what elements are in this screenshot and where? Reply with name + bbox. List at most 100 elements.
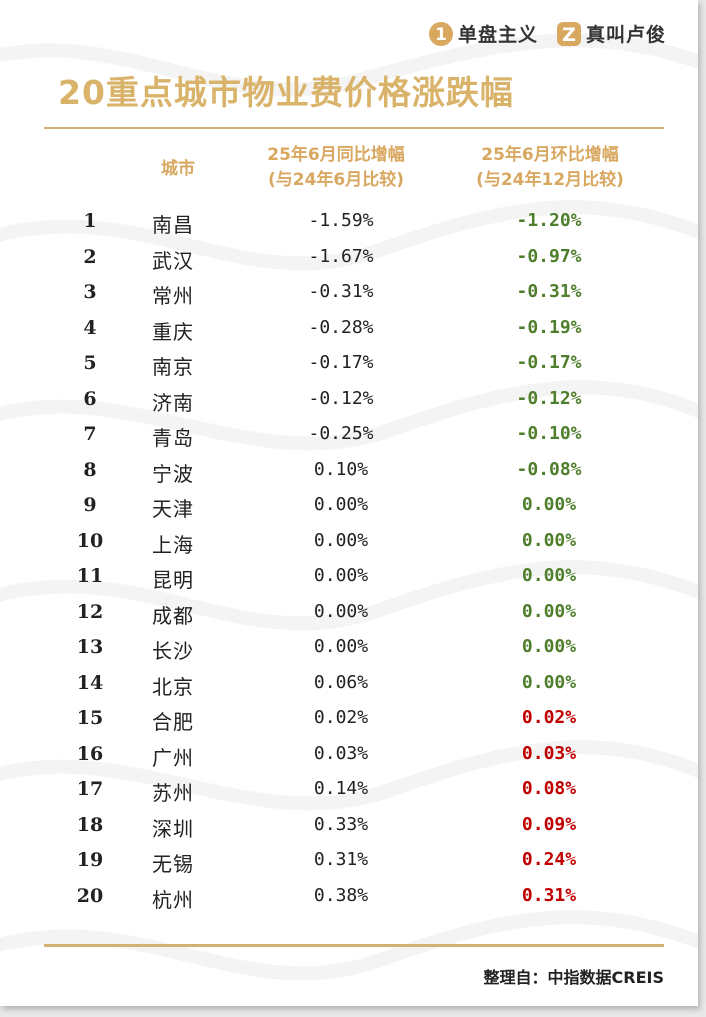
table-row: 5 南京 -0.17% -0.17%: [0, 346, 698, 382]
row-yoy: -0.28%: [308, 316, 374, 338]
svg-text:1: 1: [435, 25, 447, 45]
table-row: 2 武汉 -1.67% -0.97%: [0, 240, 698, 276]
wave-background: [0, 33, 698, 981]
row-mom: 0.00%: [521, 671, 577, 693]
row-yoy: 0.14%: [313, 778, 369, 799]
row-mom: -1.20%: [516, 210, 582, 231]
brand-z-icon: Z: [556, 21, 581, 46]
brand-bar: 1 单盘主义 Z 真叫卢俊: [428, 20, 666, 47]
row-rank: 2: [83, 245, 97, 268]
row-yoy: -1.67%: [308, 245, 374, 267]
table-row: 12 成都 0.00% 0.00%: [0, 595, 698, 631]
row-city: 北京: [152, 674, 194, 699]
bottom-divider: [44, 944, 664, 947]
row-rank: 4: [83, 316, 97, 339]
row-mom: -0.19%: [516, 316, 582, 338]
report-card: 1 单盘主义 Z 真叫卢俊 20重点城市物业费价格涨跌幅 城市 25年6月同比增…: [0, 0, 698, 1006]
row-city: 南京: [152, 355, 194, 379]
brand-zhenjiao: Z 真叫卢俊: [556, 20, 666, 47]
row-yoy: -0.12%: [308, 387, 374, 409]
row-city: 无锡: [152, 852, 194, 876]
brand-one-icon: 1: [428, 21, 453, 46]
row-mom: 0.24%: [521, 849, 577, 870]
row-rank: 6: [83, 387, 97, 410]
brand-danpan: 1 单盘主义: [428, 20, 538, 47]
row-rank: 11: [76, 565, 104, 587]
row-mom: -0.31%: [516, 281, 582, 302]
table-row: 3 常州 -0.31% -0.31%: [0, 275, 698, 311]
table-row: 8 宁波 0.10% -0.08%: [0, 453, 698, 489]
row-city: 常州: [152, 284, 194, 308]
row-city: 苏州: [152, 781, 194, 805]
row-city: 上海: [152, 532, 194, 557]
row-mom: 0.00%: [521, 565, 577, 586]
header-city: 城市: [161, 159, 195, 179]
row-mom: -0.12%: [516, 387, 582, 409]
row-rank: 13: [76, 636, 104, 658]
brand-zhenjiao-name: 真叫卢俊: [585, 24, 666, 46]
table-row: 9 天津 0.00% 0.00%: [0, 488, 698, 524]
row-rank: 19: [76, 849, 104, 871]
row-mom: 0.02%: [521, 707, 577, 728]
row-mom: -0.10%: [516, 423, 582, 444]
row-yoy: 0.00%: [313, 600, 369, 622]
row-mom: 0.00%: [521, 494, 577, 515]
row-yoy: -0.17%: [308, 352, 374, 373]
table-row: 10 上海 0.00% 0.00%: [0, 524, 698, 560]
row-yoy: 0.31%: [313, 849, 369, 870]
table-row: 14 北京 0.06% 0.00%: [0, 666, 698, 702]
table-row: 17 苏州 0.14% 0.08%: [0, 772, 698, 808]
row-yoy: 0.00%: [313, 494, 369, 515]
table-body: 1 南昌 -1.59% -1.20% 2 武汉 -1.67% -0.97% 3 常州 -0.31% -…: [0, 204, 698, 914]
row-rank: 20: [76, 884, 104, 907]
page-title: 20重点城市物业费价格涨跌幅: [58, 73, 514, 112]
row-mom: 0.00%: [521, 529, 577, 551]
row-city: 济南: [152, 390, 194, 415]
header-mom-line1: 25年6月环比增幅: [481, 145, 619, 165]
table-row: 19 无锡 0.31% 0.24%: [0, 843, 698, 879]
row-yoy: 0.06%: [313, 671, 369, 693]
header-yoy-line2: (与24年6月比较): [267, 170, 405, 190]
row-city: 昆明: [152, 568, 194, 592]
row-yoy: 0.03%: [313, 742, 369, 764]
top-divider: [44, 127, 664, 129]
row-yoy: -1.59%: [308, 210, 374, 231]
table-row: 20 杭州 0.38% 0.31%: [0, 879, 698, 915]
row-rank: 10: [76, 529, 104, 552]
table-row: 7 青岛 -0.25% -0.10%: [0, 417, 698, 453]
table-row: 15 合肥 0.02% 0.02%: [0, 701, 698, 737]
table-row: 1 南昌 -1.59% -1.20%: [0, 204, 698, 240]
row-rank: 18: [76, 813, 104, 836]
row-rank: 8: [83, 458, 97, 481]
row-rank: 3: [83, 281, 97, 303]
row-city: 杭州: [152, 887, 194, 912]
row-city: 深圳: [152, 816, 194, 841]
row-mom: 0.00%: [521, 600, 577, 622]
row-city: 成都: [152, 603, 194, 628]
table-row: 4 重庆 -0.28% -0.19%: [0, 311, 698, 347]
header-yoy: 25年6月同比增幅 (与24年6月比较): [226, 143, 446, 193]
row-yoy: 0.00%: [313, 529, 369, 551]
row-city: 长沙: [152, 639, 194, 663]
row-rank: 12: [76, 600, 104, 623]
brand-danpan-name: 单盘主义: [457, 24, 538, 46]
row-rank: 17: [76, 778, 104, 800]
table-row: 6 济南 -0.12% -0.12%: [0, 382, 698, 418]
row-rank: 9: [83, 494, 97, 516]
row-yoy: 0.00%: [313, 636, 369, 657]
row-city: 天津: [152, 497, 194, 521]
row-city: 南昌: [152, 213, 194, 237]
row-yoy: 0.00%: [313, 565, 369, 586]
row-rank: 14: [76, 671, 104, 694]
row-yoy: -0.25%: [308, 423, 374, 444]
row-city: 合肥: [152, 710, 194, 734]
row-yoy: 0.10%: [313, 458, 369, 480]
row-rank: 5: [83, 352, 97, 374]
svg-text:Z: Z: [562, 24, 576, 46]
row-mom: 0.08%: [521, 778, 577, 799]
row-city: 广州: [152, 745, 194, 770]
row-yoy: 0.38%: [313, 884, 369, 906]
row-yoy: 0.33%: [313, 813, 369, 835]
row-rank: 1: [83, 210, 97, 232]
row-rank: 16: [76, 742, 104, 765]
